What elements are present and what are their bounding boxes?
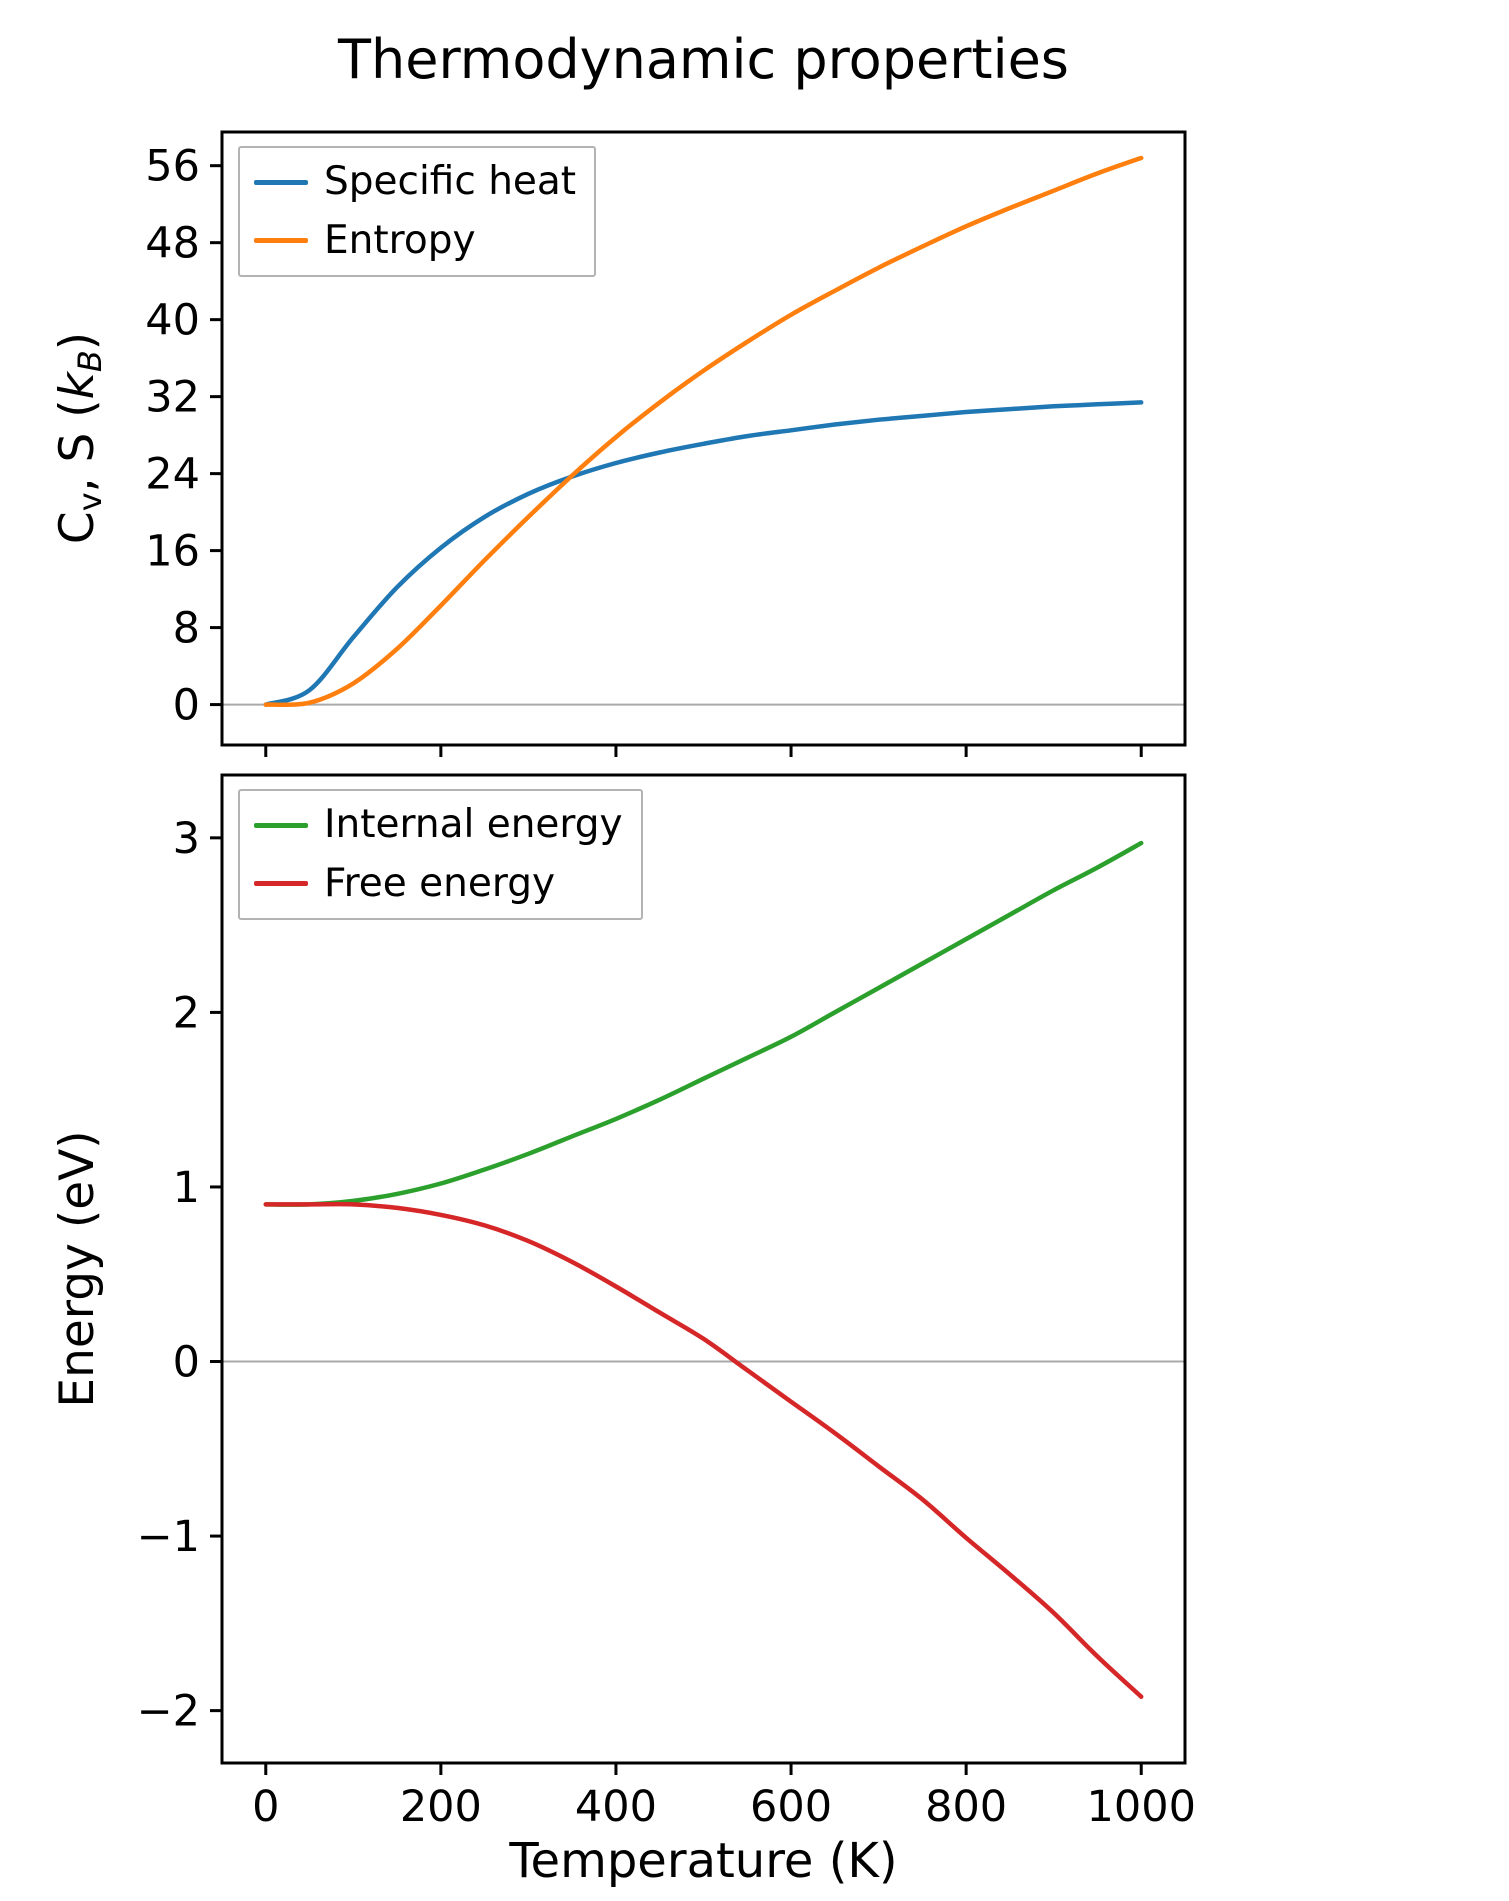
y-tick-label: 56 [145, 142, 200, 192]
legend-bottom: Internal energy Free energy [238, 789, 643, 921]
series-line-free-energy [263, 1201, 1144, 1699]
bottom-y-axis-label: Energy (eV) [50, 1130, 105, 1408]
x-tick-label: 400 [575, 1782, 657, 1832]
legend-label-specific-heat: Specific heat [324, 159, 577, 204]
x-tick-label: 0 [252, 1782, 279, 1832]
legend-item-free-energy: Free energy [254, 858, 623, 911]
free-energy-line-swatch [254, 881, 308, 887]
axes-spines [220, 130, 1187, 747]
ylabel-cv-c: C [50, 511, 105, 545]
y-tick-label: 1 [173, 1163, 200, 1213]
y-tick-label: 40 [145, 296, 200, 346]
y-tick-label: 32 [145, 373, 200, 423]
ylabel-cv-sub: v [70, 492, 109, 512]
ylabel-kb-sub: B [70, 350, 109, 373]
y-tick-label: 3 [173, 814, 200, 864]
ylabel-close: ) [50, 331, 105, 351]
chart-title: Thermodynamic properties [338, 28, 1069, 91]
x-tick-label: 200 [400, 1782, 482, 1832]
series-line-specific-heat [263, 400, 1144, 707]
legend-item-entropy: Entropy [254, 215, 576, 268]
entropy-line-swatch [254, 238, 308, 244]
axes-spines [220, 773, 1187, 1765]
y-tick-label: 2 [173, 988, 200, 1038]
y-tick-label: 16 [145, 527, 200, 577]
ylabel-mid: , S ( [50, 399, 105, 493]
top-y-axis-label: Cv, S (kB) [46, 88, 110, 788]
y-tick-label: 8 [173, 604, 200, 654]
x-axis-label: Temperature (K) [509, 1833, 898, 1889]
specific-heat-line-swatch [254, 179, 308, 185]
legend-label-free-energy: Free energy [324, 860, 556, 906]
x-tick-label: 800 [925, 1782, 1007, 1832]
legend-item-specific-heat: Specific heat [254, 156, 576, 209]
y-tick-label: −2 [137, 1687, 200, 1737]
legend-label-entropy: Entropy [324, 217, 476, 263]
legend-item-internal-energy: Internal energy [254, 799, 623, 852]
x-tick-label: 600 [750, 1782, 832, 1832]
x-tick-label: 1000 [1087, 1782, 1196, 1832]
ylabel-kb-k: k [50, 372, 105, 400]
y-tick-label: −1 [137, 1512, 200, 1562]
y-tick-label: 0 [173, 1338, 200, 1388]
y-tick-label: 24 [145, 450, 200, 500]
legend-label-internal-energy: Internal energy [324, 802, 623, 847]
series-line-internal-energy [263, 840, 1144, 1207]
series-line-entropy [263, 155, 1144, 708]
internal-energy-line-swatch [254, 822, 308, 828]
y-tick-label: 0 [173, 681, 200, 731]
legend-top: Specific heat Entropy [238, 146, 597, 278]
y-tick-label: 48 [145, 219, 200, 269]
